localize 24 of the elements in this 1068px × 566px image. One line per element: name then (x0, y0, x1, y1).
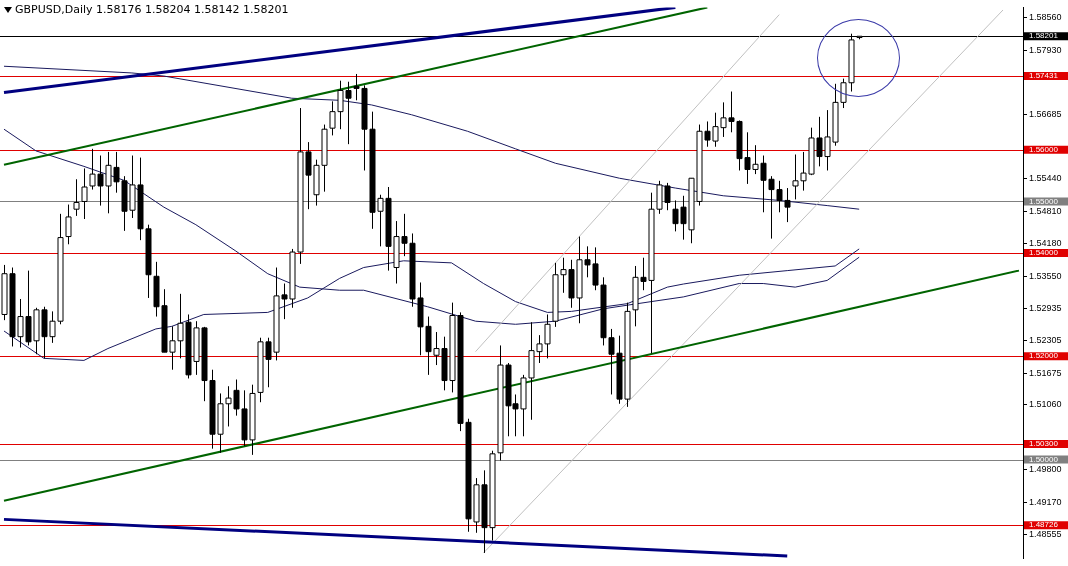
y-tick-label: 1.48555 (1029, 528, 1062, 539)
chart-title: GBPUSD,Daily 1.58176 1.58204 1.58142 1.58201 (15, 3, 289, 16)
y-tick-label: 1.54810 (1029, 205, 1062, 216)
ref-line-label: 1.55000 (1029, 196, 1059, 206)
ref-line-label: 1.50000 (1029, 454, 1059, 464)
y-tick-label: 1.51675 (1029, 367, 1062, 378)
ref-line-label: 1.54000 (1029, 248, 1059, 258)
ref-line-label: 1.57431 (1029, 71, 1059, 81)
ref-line-label: 1.48726 (1029, 520, 1059, 530)
y-tick-label: 1.54180 (1029, 238, 1062, 249)
ref-line-label: 1.50300 (1029, 439, 1059, 449)
y-tick-label: 1.52935 (1029, 302, 1062, 313)
y-tick-label: 1.52305 (1029, 335, 1062, 346)
y-tick-label: 1.58560 (1029, 12, 1062, 23)
y-tick-label: 1.49800 (1029, 464, 1062, 475)
ref-line-label: 1.56000 (1029, 145, 1059, 155)
y-tick-label: 1.55440 (1029, 173, 1062, 184)
y-tick-label: 1.51060 (1029, 399, 1062, 410)
y-tick-label: 1.49170 (1029, 496, 1062, 507)
y-tick-label: 1.53550 (1029, 270, 1062, 281)
y-tick-label: 1.57930 (1029, 44, 1062, 55)
y-tick-label: 1.56685 (1029, 108, 1062, 119)
ref-line-label: 1.58201 (1029, 31, 1059, 41)
ref-line-label: 1.52000 (1029, 351, 1059, 361)
